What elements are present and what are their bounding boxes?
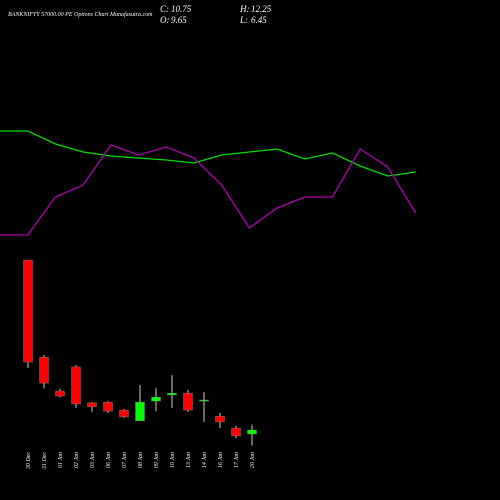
candle-body: [199, 399, 209, 402]
info-label: H:: [239, 4, 250, 14]
x-tick-label: 10 Jan: [170, 452, 176, 468]
candle-body: [119, 409, 129, 418]
x-tick-label: 09 Jan: [154, 452, 160, 468]
candle-body: [247, 429, 257, 435]
indicator-line: [0, 144, 417, 236]
candle-body: [87, 402, 97, 408]
x-tick-label: 07 Jan: [122, 452, 128, 468]
candle-body: [167, 392, 177, 396]
x-tick-label: 08 Jan: [138, 452, 144, 468]
indicator-line: [0, 130, 416, 177]
x-tick-label: 16 Jan: [218, 452, 224, 468]
candle-body: [151, 396, 161, 402]
info-value: 10.75: [171, 4, 192, 14]
x-tick-label: 14 Jan: [201, 452, 208, 468]
info-label: L:: [239, 15, 248, 25]
x-tick-label: 30 Dec: [26, 452, 32, 470]
x-tick-label: 03 Jan: [90, 452, 96, 468]
candle-body: [135, 401, 145, 422]
candle-body: [103, 401, 113, 412]
x-tick-label: 17 Jan: [234, 452, 240, 468]
candle-body: [71, 366, 81, 405]
x-tick-label: 01 Jan: [58, 452, 64, 468]
info-label: O:: [160, 15, 170, 25]
candle-body: [183, 392, 193, 411]
candle-body: [55, 390, 65, 397]
candle-body: [23, 259, 33, 363]
info-value: 6.45: [251, 15, 267, 25]
info-label: C:: [160, 4, 169, 14]
candle-body: [231, 427, 241, 437]
chart-title: BANKNIFTY 57000.00 PE Options Chart Muna…: [8, 11, 153, 18]
x-tick-label: 02 Jan: [74, 452, 80, 468]
x-tick-label: 31 Dec: [42, 452, 48, 470]
candle-body: [215, 415, 225, 423]
x-tick-label: 13 Jan: [186, 452, 192, 468]
x-tick-label: 06 Jan: [106, 452, 112, 468]
info-value: 9.65: [171, 15, 187, 25]
candle-body: [39, 356, 49, 384]
x-tick-label: 20 Jan: [250, 452, 256, 468]
info-value: 12.25: [251, 4, 272, 14]
